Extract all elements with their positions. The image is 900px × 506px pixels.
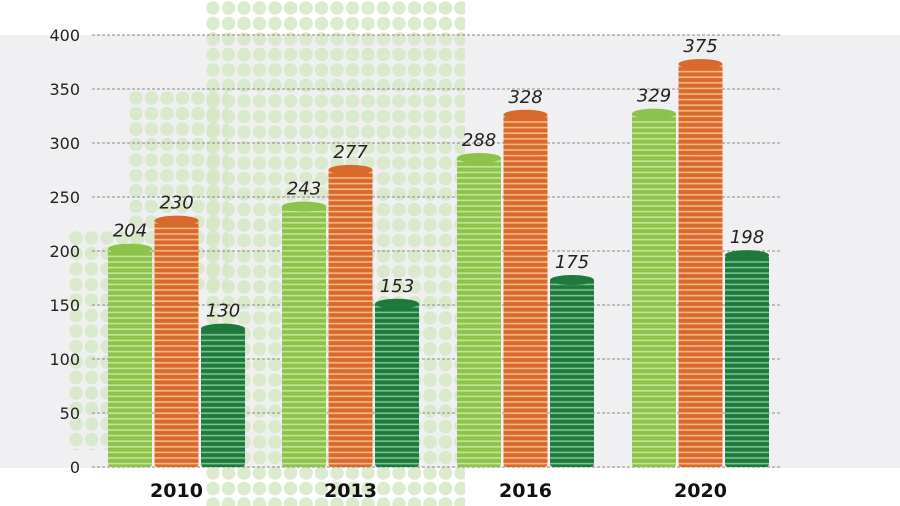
bar <box>503 112 548 467</box>
data-label: 230 <box>159 193 193 214</box>
y-tick-label: 200 <box>49 242 80 261</box>
bar <box>725 253 769 467</box>
y-tick-label: 350 <box>49 80 80 99</box>
data-label: 329 <box>637 86 671 107</box>
bar <box>550 278 594 467</box>
bar-cap <box>375 298 419 309</box>
data-label: 130 <box>206 301 240 322</box>
data-label: 375 <box>683 36 717 57</box>
bar-cap <box>550 275 594 285</box>
y-tick-label: 300 <box>49 134 80 153</box>
bar <box>678 62 723 467</box>
bar <box>154 218 199 467</box>
y-tick-label: 400 <box>49 26 80 45</box>
bar <box>457 155 501 467</box>
bar <box>632 111 676 468</box>
bar <box>375 301 419 467</box>
bar-cap <box>457 152 501 163</box>
y-tick-label: 250 <box>49 188 80 207</box>
bar-cap <box>154 215 199 226</box>
data-label: 277 <box>333 142 368 163</box>
bar <box>108 246 152 467</box>
x-category-label: 2016 <box>499 480 552 502</box>
x-category-label: 2020 <box>674 480 727 502</box>
data-label: 153 <box>380 276 414 297</box>
data-label: 175 <box>555 252 589 273</box>
bar <box>328 167 373 467</box>
bar-cap <box>108 243 152 254</box>
data-label: 328 <box>508 87 542 108</box>
data-label: 288 <box>462 130 496 151</box>
bar-cap <box>632 108 676 119</box>
bar <box>282 204 326 467</box>
y-tick-label: 150 <box>49 296 80 315</box>
bar-cap <box>503 109 548 120</box>
x-category-label: 2013 <box>324 480 377 502</box>
bar-cap <box>201 323 245 334</box>
bar-cap <box>282 201 326 212</box>
data-label: 198 <box>730 227 764 248</box>
x-category-label: 2010 <box>150 480 203 502</box>
bar-cap <box>328 164 373 175</box>
bar-cap <box>725 250 769 261</box>
y-tick-label: 50 <box>60 404 80 423</box>
y-tick-label: 0 <box>70 458 80 477</box>
data-label: 204 <box>113 221 147 242</box>
bar <box>201 326 245 467</box>
data-label: 243 <box>287 179 321 200</box>
y-tick-label: 100 <box>49 350 80 369</box>
bar-cap <box>678 59 723 69</box>
